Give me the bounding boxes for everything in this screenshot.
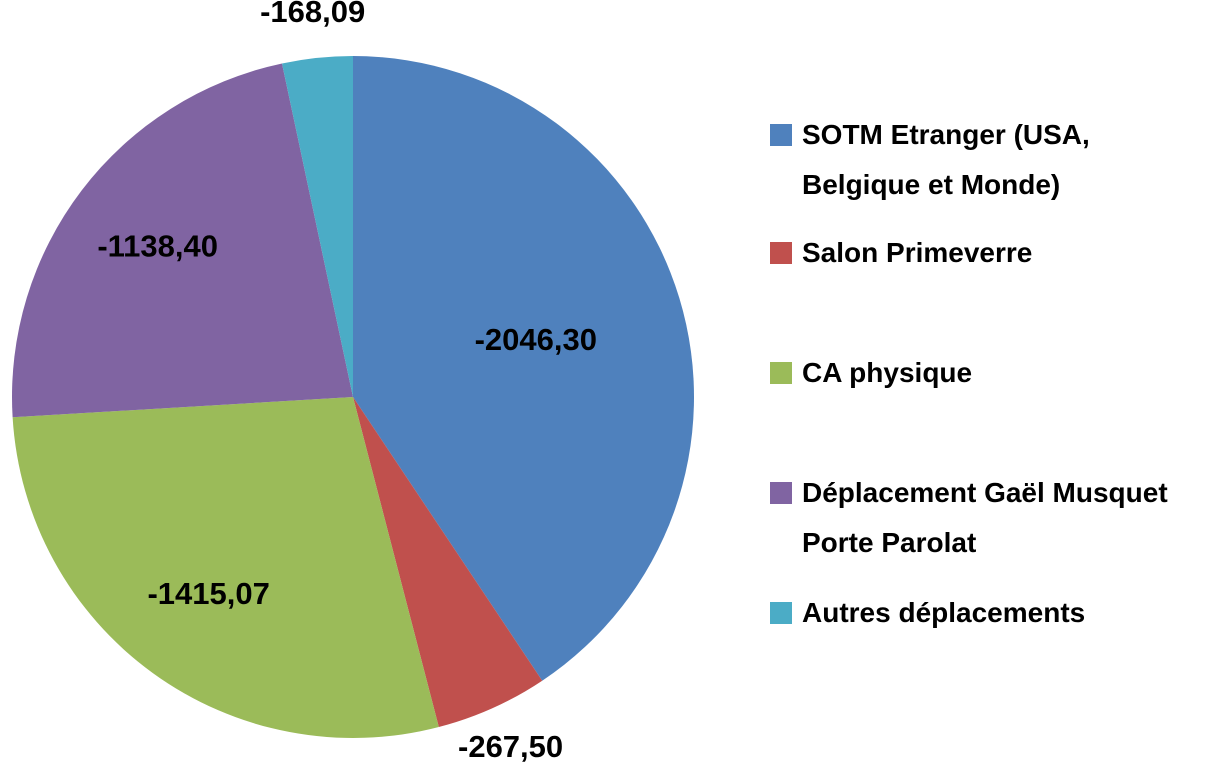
legend-item: Salon Primeverre xyxy=(770,228,1200,278)
data-label: -1138,40 xyxy=(97,228,218,263)
legend-label: Autres déplacements xyxy=(802,597,1086,628)
chart: -2046,30 -267,50 -1415,07 -1138,40 -168,09 xyxy=(12,0,695,764)
pie-slice xyxy=(353,56,695,681)
legend-label: SOTM Etranger (USA, Belgique et Monde) xyxy=(802,119,1090,200)
legend-swatch xyxy=(770,362,792,384)
pie-slice xyxy=(282,56,353,397)
legend-label: Déplacement Gaël Musquet Porte Parolat xyxy=(802,477,1168,558)
legend-label: Salon Primeverre xyxy=(802,237,1033,268)
data-label: -267,50 xyxy=(458,729,563,764)
data-label: -2046,30 xyxy=(475,322,597,357)
legend-item: Déplacement Gaël Musquet Porte Parolat xyxy=(770,468,1200,568)
legend-swatch xyxy=(770,124,792,146)
legend-swatch xyxy=(770,602,792,624)
legend-swatch xyxy=(770,242,792,264)
pie-slice xyxy=(353,397,543,728)
data-label: -168,09 xyxy=(260,0,365,29)
legend-item: SOTM Etranger (USA, Belgique et Monde) xyxy=(770,110,1200,210)
pie-slice xyxy=(12,397,439,739)
legend-item: Autres déplacements xyxy=(770,588,1200,638)
legend-label: CA physique xyxy=(802,357,973,388)
legend-swatch xyxy=(770,482,792,504)
legend-item: CA physique xyxy=(770,348,1200,398)
pie-slice xyxy=(12,63,353,418)
data-label: -1415,07 xyxy=(147,576,269,611)
